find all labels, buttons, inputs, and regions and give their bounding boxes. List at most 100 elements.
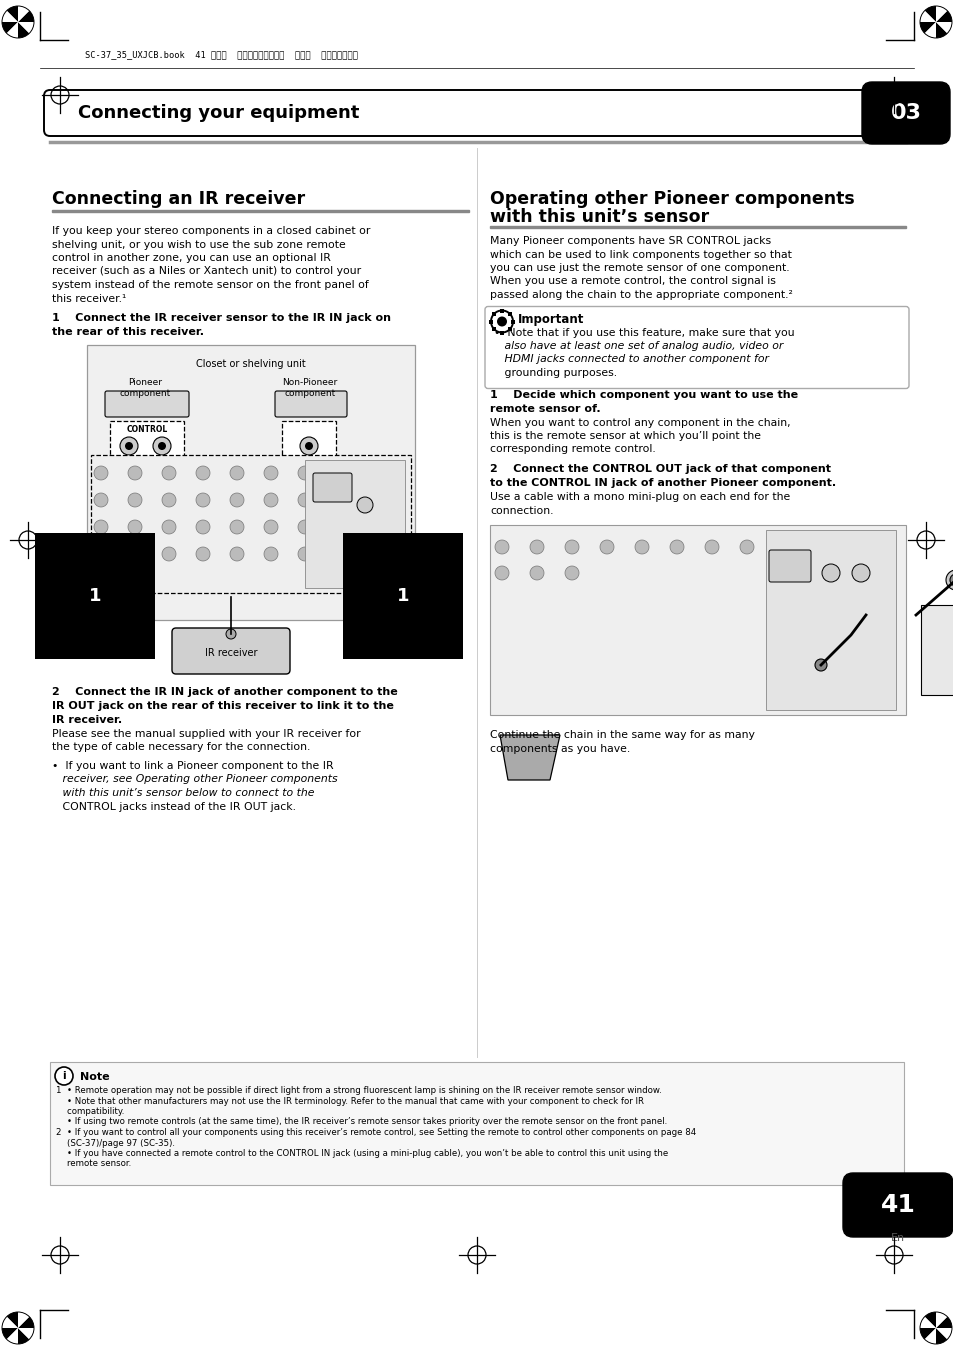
Wedge shape — [923, 1328, 935, 1345]
Text: Non-Pioneer
component: Non-Pioneer component — [282, 378, 337, 398]
Text: • Note that other manufacturers may not use the IR terminology. Refer to the man: • Note that other manufacturers may not … — [56, 1096, 643, 1106]
Circle shape — [128, 547, 142, 562]
Text: 03: 03 — [889, 103, 921, 123]
Text: 2  • If you want to control all your components using this receiver’s remote con: 2 • If you want to control all your comp… — [56, 1129, 696, 1137]
FancyBboxPatch shape — [768, 549, 810, 582]
Circle shape — [158, 441, 166, 450]
Text: to the CONTROL IN jack of another Pioneer component.: to the CONTROL IN jack of another Pionee… — [490, 478, 835, 487]
Circle shape — [495, 540, 509, 553]
Circle shape — [297, 493, 312, 508]
Circle shape — [264, 547, 277, 562]
Text: passed along the chain to the appropriate component.²: passed along the chain to the appropriat… — [490, 290, 792, 300]
Bar — [920, 605, 953, 695]
Text: 1: 1 — [396, 587, 409, 605]
Bar — [765, 531, 895, 710]
Circle shape — [162, 547, 175, 562]
Text: remote sensor.: remote sensor. — [56, 1160, 132, 1169]
Text: Closet or shelving unit: Closet or shelving unit — [196, 359, 306, 369]
Circle shape — [305, 441, 313, 450]
Text: with this unit’s sensor: with this unit’s sensor — [490, 208, 708, 225]
FancyBboxPatch shape — [44, 90, 870, 136]
FancyBboxPatch shape — [862, 82, 949, 144]
Circle shape — [491, 310, 513, 332]
Text: the type of cable necessary for the connection.: the type of cable necessary for the conn… — [52, 743, 310, 752]
Text: • If using two remote controls (at the same time), the IR receiver’s remote sens: • If using two remote controls (at the s… — [56, 1118, 666, 1126]
Text: the rear of this receiver.: the rear of this receiver. — [52, 327, 204, 338]
Bar — [499, 309, 503, 312]
Circle shape — [230, 466, 244, 481]
Circle shape — [297, 520, 312, 535]
Text: Continue the chain in the same way for as many: Continue the chain in the same way for a… — [490, 730, 754, 740]
Text: HDMI jacks connected to another component for: HDMI jacks connected to another componen… — [494, 355, 768, 364]
Text: also have at least one set of analog audio, video or: also have at least one set of analog aud… — [494, 342, 782, 351]
Text: When you want to control any component in the chain,: When you want to control any component i… — [490, 417, 790, 428]
Bar — [91, 455, 411, 593]
Circle shape — [297, 547, 312, 562]
Text: with this unit’s sensor below to connect to the: with this unit’s sensor below to connect… — [52, 788, 314, 798]
Text: remote sensor of.: remote sensor of. — [490, 404, 600, 413]
Text: this is the remote sensor at which you’ll point the: this is the remote sensor at which you’l… — [490, 431, 760, 441]
Circle shape — [230, 547, 244, 562]
Text: compatibility.: compatibility. — [56, 1107, 124, 1116]
Wedge shape — [18, 1328, 30, 1345]
Text: 2    Connect the IR IN jack of another component to the: 2 Connect the IR IN jack of another comp… — [52, 687, 397, 697]
Circle shape — [851, 564, 869, 582]
Bar — [499, 331, 503, 335]
Circle shape — [497, 316, 506, 327]
Text: Pioneer
component: Pioneer component — [119, 378, 171, 398]
Circle shape — [635, 540, 648, 553]
Wedge shape — [935, 5, 946, 22]
Text: corresponding remote control.: corresponding remote control. — [490, 444, 655, 455]
Wedge shape — [18, 1328, 34, 1339]
Text: •  Note that if you use this feature, make sure that you: • Note that if you use this feature, mak… — [494, 328, 794, 338]
FancyBboxPatch shape — [484, 306, 908, 389]
Circle shape — [495, 566, 509, 580]
Wedge shape — [923, 1312, 935, 1328]
Text: CONTROL jacks instead of the IR OUT jack.: CONTROL jacks instead of the IR OUT jack… — [52, 802, 295, 811]
Circle shape — [945, 570, 953, 590]
FancyBboxPatch shape — [105, 392, 189, 417]
Wedge shape — [2, 1328, 18, 1339]
Bar — [50, 1062, 903, 1185]
Text: IR OUT jack on the rear of this receiver to link it to the: IR OUT jack on the rear of this receiver… — [52, 701, 394, 711]
Wedge shape — [919, 1316, 935, 1328]
Circle shape — [152, 437, 171, 455]
Bar — [511, 320, 515, 324]
Text: IR receiver: IR receiver — [205, 648, 257, 657]
Text: receiver, see Operating other Pioneer components: receiver, see Operating other Pioneer co… — [52, 775, 337, 784]
Text: control in another zone, you can use an optional IR: control in another zone, you can use an … — [52, 252, 331, 263]
Wedge shape — [2, 11, 18, 22]
Wedge shape — [935, 22, 951, 34]
Bar — [492, 312, 496, 316]
Circle shape — [94, 520, 108, 535]
Circle shape — [128, 466, 142, 481]
Circle shape — [264, 520, 277, 535]
Text: Connecting your equipment: Connecting your equipment — [78, 104, 359, 122]
Text: SC-37_35_UXJCB.book  41 ページ  ２０１０年３月９日  火曜日  午前９時３２分: SC-37_35_UXJCB.book 41 ページ ２０１０年３月９日 火曜日… — [85, 50, 357, 59]
Circle shape — [120, 437, 138, 455]
Bar — [305, 460, 405, 589]
Circle shape — [128, 493, 142, 508]
Wedge shape — [923, 22, 935, 38]
Text: 1: 1 — [89, 587, 101, 605]
Circle shape — [740, 540, 753, 553]
Circle shape — [195, 493, 210, 508]
Bar — [87, 346, 415, 620]
Bar — [489, 320, 493, 324]
Wedge shape — [935, 1312, 946, 1328]
Text: 2    Connect the CONTROL OUT jack of that component: 2 Connect the CONTROL OUT jack of that c… — [490, 464, 830, 474]
Bar — [52, 209, 469, 212]
Circle shape — [821, 564, 840, 582]
Circle shape — [226, 629, 235, 639]
Bar — [492, 327, 496, 331]
Text: Many Pioneer components have SR CONTROL jacks: Many Pioneer components have SR CONTROL … — [490, 236, 770, 246]
Circle shape — [564, 566, 578, 580]
Wedge shape — [18, 5, 30, 22]
Text: IR receiver.: IR receiver. — [52, 716, 122, 725]
Text: system instead of the remote sensor on the front panel of: system instead of the remote sensor on t… — [52, 279, 369, 290]
Circle shape — [356, 497, 373, 513]
Circle shape — [704, 540, 719, 553]
Circle shape — [599, 540, 614, 553]
Text: which can be used to link components together so that: which can be used to link components tog… — [490, 250, 791, 259]
Wedge shape — [18, 11, 34, 22]
